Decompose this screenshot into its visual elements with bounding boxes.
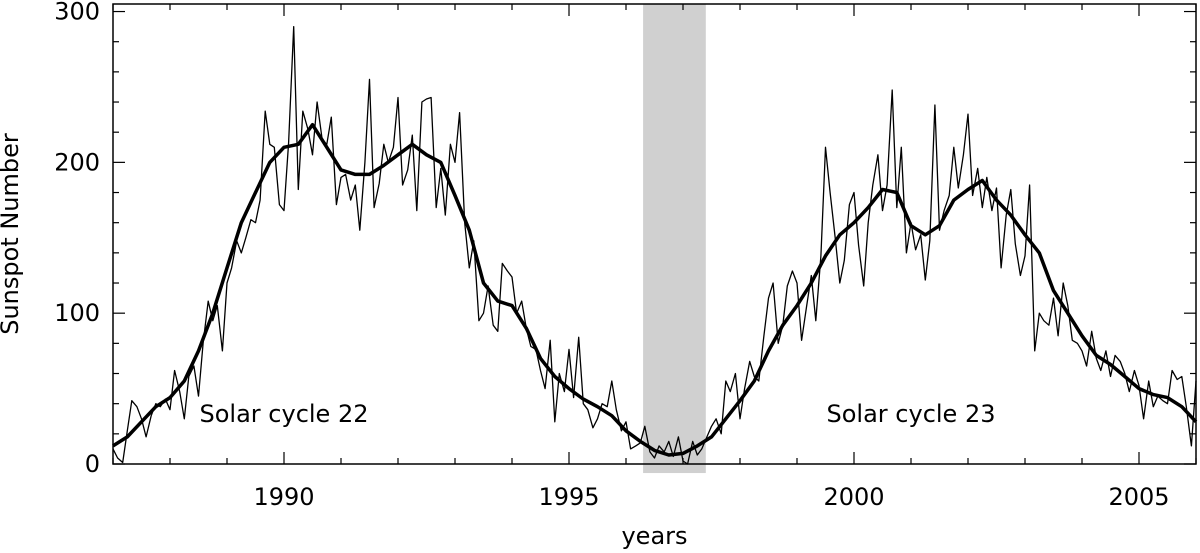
ticks-layer: 1990 1995 2000 2005 0 100 200 300 xyxy=(54,0,1197,511)
shaded-region xyxy=(643,4,706,474)
cycle-annotation: Solar cycle 23 xyxy=(827,400,996,428)
plot-frame xyxy=(112,3,1197,465)
series-layer xyxy=(112,25,1198,465)
annotation-layer: Solar cycle 22 Solar cycle 23 xyxy=(200,400,996,428)
monthly-series-line xyxy=(112,25,1197,465)
y-tick-label: 300 xyxy=(54,0,100,26)
y-tick-label: 200 xyxy=(54,148,100,176)
y-axis-title: Sunspot Number xyxy=(0,133,24,335)
x-tick-label: 2000 xyxy=(823,483,884,511)
smoothed-series-line xyxy=(112,122,1198,457)
x-tick-label: 1990 xyxy=(253,483,314,511)
y-tick-label: 0 xyxy=(85,450,100,478)
x-tick-label: 1995 xyxy=(538,483,599,511)
y-tick-label: 100 xyxy=(54,299,100,327)
x-tick-label: 2005 xyxy=(1108,483,1169,511)
cycle-annotation: Solar cycle 22 xyxy=(200,400,369,428)
x-axis-title: years xyxy=(621,522,687,550)
